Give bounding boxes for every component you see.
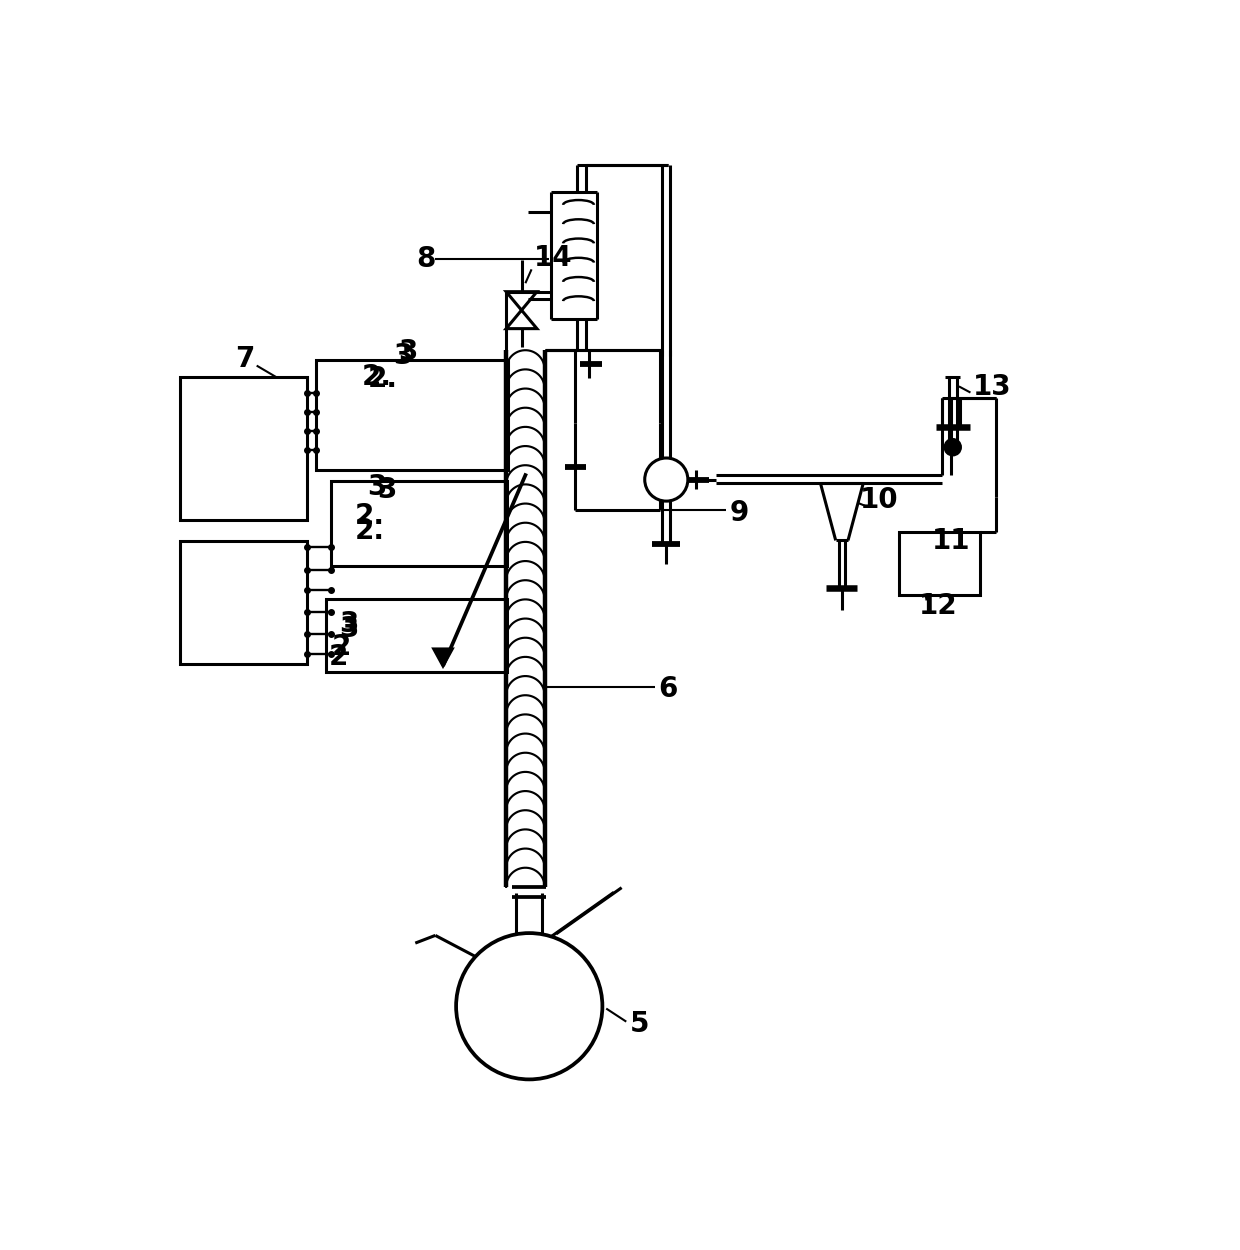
Polygon shape	[434, 649, 453, 666]
Text: 13: 13	[972, 374, 1012, 401]
Text: 3: 3	[377, 476, 397, 504]
Text: 3: 3	[393, 342, 413, 370]
Text: 10: 10	[861, 486, 899, 514]
Text: 3: 3	[339, 615, 358, 642]
Text: 2.: 2.	[362, 364, 392, 391]
Circle shape	[456, 932, 603, 1080]
Bar	[180, 541, 306, 664]
Text: 3: 3	[398, 338, 418, 366]
Text: 7: 7	[236, 345, 254, 374]
Text: 2: 2	[329, 642, 348, 671]
Text: 6: 6	[658, 675, 678, 702]
Text: 8: 8	[417, 245, 435, 274]
Bar	[899, 532, 980, 595]
Text: 12: 12	[919, 591, 957, 620]
Text: 9: 9	[729, 500, 749, 528]
Text: 2.: 2.	[367, 365, 398, 394]
Text: 14: 14	[534, 244, 573, 271]
Bar	[316, 360, 508, 470]
Bar	[331, 481, 507, 566]
Text: 3: 3	[367, 474, 387, 501]
Circle shape	[645, 458, 688, 501]
Text: 2.: 2.	[355, 501, 384, 530]
Text: 2: 2	[331, 632, 351, 661]
Circle shape	[945, 440, 961, 455]
Bar	[180, 378, 306, 520]
Text: 11: 11	[932, 528, 971, 555]
Bar	[326, 599, 507, 673]
Text: 2.: 2.	[355, 518, 384, 545]
Text: 3: 3	[339, 610, 358, 638]
Text: 5: 5	[630, 1010, 649, 1038]
